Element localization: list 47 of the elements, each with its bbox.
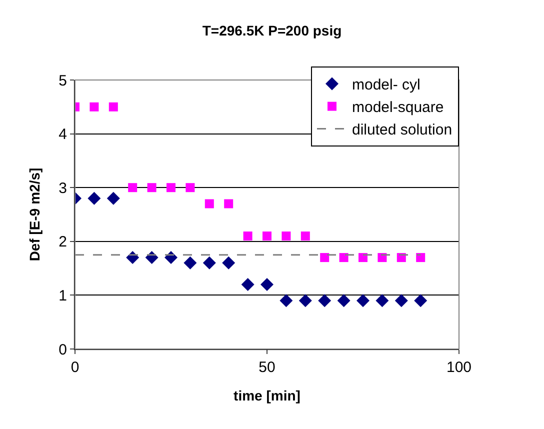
point xyxy=(376,294,389,308)
point xyxy=(280,294,293,308)
point xyxy=(186,183,195,192)
legend-label: diluted solution xyxy=(352,122,452,139)
point xyxy=(90,102,99,112)
y-tick-label: 3 xyxy=(58,180,67,197)
point xyxy=(262,232,272,241)
point xyxy=(108,102,118,112)
x-tick-label: 100 xyxy=(446,359,472,376)
point xyxy=(356,294,370,308)
point xyxy=(128,183,138,192)
point xyxy=(394,294,408,308)
point xyxy=(378,253,387,262)
legend-label: model- cyl xyxy=(352,76,420,94)
point xyxy=(414,294,428,308)
point xyxy=(243,232,252,241)
point xyxy=(202,256,216,270)
point xyxy=(88,192,101,205)
point xyxy=(241,278,254,291)
point xyxy=(166,183,176,192)
point xyxy=(260,278,274,291)
x-tick-label: 50 xyxy=(258,359,276,376)
point xyxy=(358,253,368,262)
x-axis-title: time [min] xyxy=(234,387,300,404)
point xyxy=(184,256,197,270)
y-tick-label: 4 xyxy=(58,126,67,144)
x-tick-label: 0 xyxy=(70,359,80,376)
point xyxy=(106,192,120,205)
chart-title: T=296.5K P=200 psig xyxy=(202,22,342,39)
point xyxy=(282,232,291,241)
point xyxy=(337,294,350,308)
point xyxy=(318,294,332,308)
y-tick-label: 0 xyxy=(58,341,67,358)
point xyxy=(224,199,234,208)
point xyxy=(320,253,330,262)
y-tick-label: 5 xyxy=(58,72,67,90)
y-tick-label: 2 xyxy=(58,234,67,251)
point xyxy=(298,294,312,308)
point xyxy=(222,256,236,270)
y-axis-title: Def [E-9 m2/s] xyxy=(26,168,42,262)
point xyxy=(204,199,214,208)
y-tick-label: 1 xyxy=(58,287,67,304)
point xyxy=(416,253,426,262)
point xyxy=(339,253,348,262)
point xyxy=(300,232,310,241)
legend-label: model-square xyxy=(352,99,444,116)
point xyxy=(147,183,156,192)
